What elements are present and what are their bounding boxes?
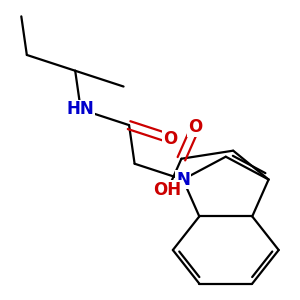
Text: OH: OH — [153, 181, 182, 199]
Text: N: N — [176, 170, 190, 188]
Text: O: O — [188, 118, 202, 136]
Text: HN: HN — [67, 100, 94, 118]
Text: O: O — [163, 130, 177, 148]
